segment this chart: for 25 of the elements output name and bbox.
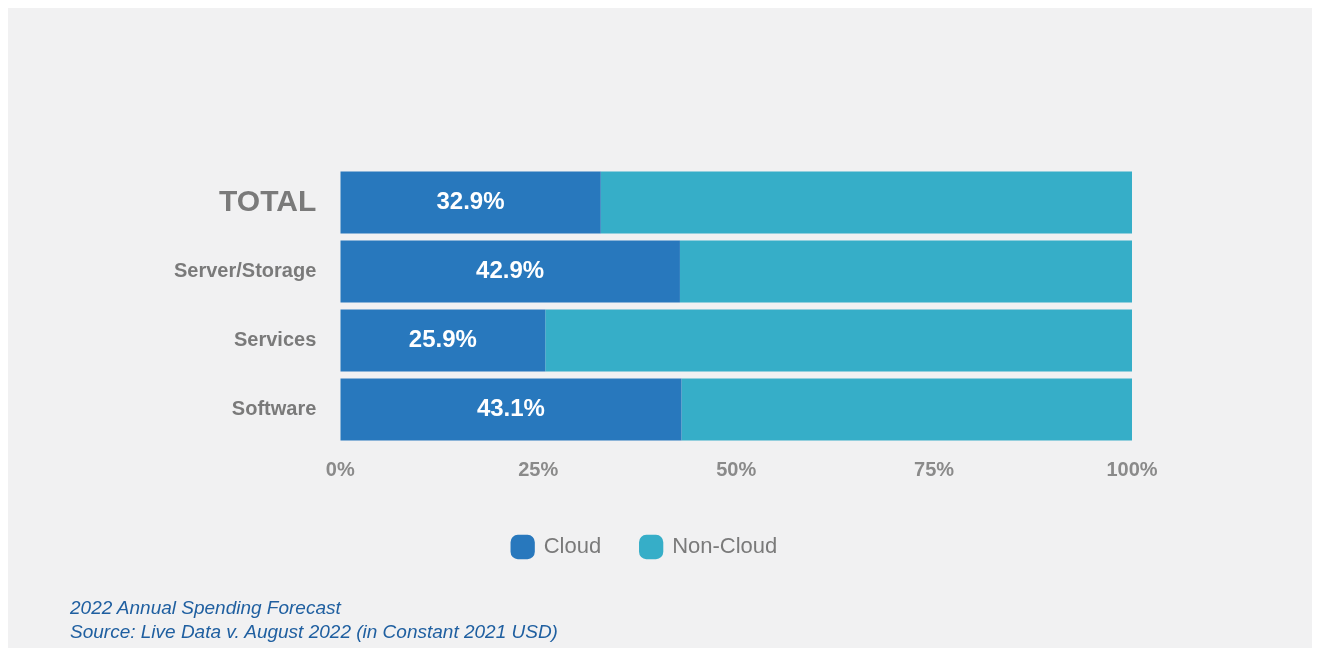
bar <box>600 171 1132 234</box>
y-tick-label: TOTAL <box>219 183 317 217</box>
x-tick-label: 50% <box>716 457 757 480</box>
bar <box>340 240 680 303</box>
x-tick-label: 100% <box>1106 457 1158 480</box>
legend-label: Cloud <box>543 533 602 559</box>
y-tick-label: Server/Storage <box>174 259 317 282</box>
text: 2022 Annual Spending Forecast <box>70 596 343 620</box>
bar <box>340 378 682 441</box>
legend-label: Non-Cloud <box>672 533 778 559</box>
data-label: 32.9% <box>436 187 505 215</box>
y-tick-label: Software <box>231 397 317 420</box>
bar <box>545 309 1132 372</box>
source-note: Source: Live Data v. August 2022 (in Constant 2021 USD) <box>70 620 558 644</box>
x-tick-label: 75% <box>914 457 955 480</box>
data-label: 25.9% <box>408 325 477 353</box>
bar <box>340 171 601 234</box>
y-tick-label: Services <box>234 328 317 351</box>
x-tick-label: 0% <box>325 457 355 480</box>
data-label: 43.1% <box>476 394 545 422</box>
bar <box>681 378 1132 441</box>
data-label: 42.9% <box>476 256 545 284</box>
x-tick-label: 25% <box>518 457 559 480</box>
bar <box>340 309 546 372</box>
bar <box>679 240 1132 303</box>
